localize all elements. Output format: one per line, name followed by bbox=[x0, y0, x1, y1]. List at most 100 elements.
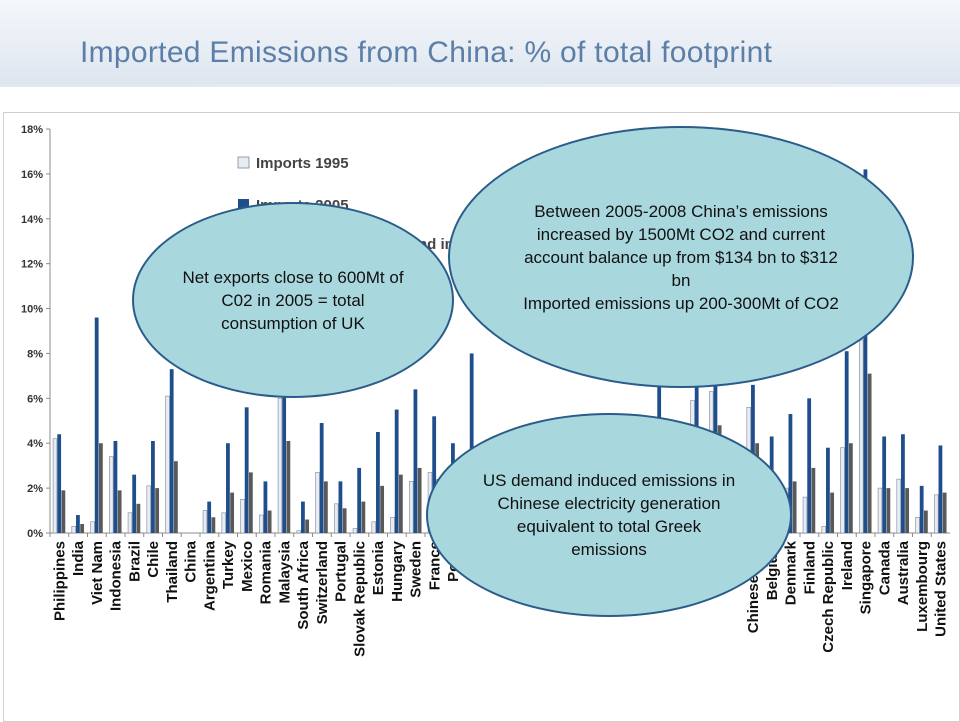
bar-imports-1995 bbox=[371, 521, 376, 534]
bar-imports-1995 bbox=[896, 478, 901, 534]
bar-imports-2005 bbox=[376, 432, 380, 533]
bar-series-3 bbox=[211, 517, 216, 533]
bar-series-3 bbox=[98, 443, 103, 533]
bar-imports-2005 bbox=[919, 485, 924, 533]
bar-imports-1995 bbox=[315, 472, 320, 534]
bar-imports-1995 bbox=[409, 481, 414, 534]
category-label: Finland bbox=[801, 541, 818, 594]
y-tick-label: 14% bbox=[21, 214, 43, 226]
category-label: Viet Nam bbox=[89, 541, 106, 605]
bar-series-3 bbox=[905, 488, 910, 533]
bar-imports-2005 bbox=[882, 436, 887, 533]
y-tick-label: 16% bbox=[21, 169, 43, 181]
bar-series-3 bbox=[136, 503, 141, 533]
bar-imports-2005 bbox=[207, 501, 212, 533]
bar-series-3 bbox=[811, 467, 816, 533]
bar-imports-1995 bbox=[146, 485, 151, 534]
category-label: Romania bbox=[258, 540, 275, 604]
bar-series-3 bbox=[80, 524, 85, 533]
bar-imports-2005 bbox=[113, 440, 118, 533]
y-tick-label: 12% bbox=[21, 259, 43, 271]
y-tick-label: 10% bbox=[21, 304, 43, 316]
bar-imports-1995 bbox=[877, 487, 883, 534]
category-label: Luxembourg bbox=[914, 541, 931, 632]
bar-series-3 bbox=[342, 508, 347, 533]
category-label: United States bbox=[933, 541, 950, 637]
bar-imports-2005 bbox=[901, 434, 905, 533]
bar-imports-2005 bbox=[432, 416, 437, 533]
category-label: South Africa bbox=[295, 540, 312, 629]
bar-series-3 bbox=[117, 490, 122, 533]
category-label: Hungary bbox=[389, 540, 406, 602]
callout-net-exports-text: Net exports close to 600Mt of C02 in 200… bbox=[182, 267, 404, 333]
bar-imports-2005 bbox=[151, 440, 155, 533]
legend-label-imports-1995: Imports 1995 bbox=[256, 155, 349, 172]
bar-series-3 bbox=[155, 488, 160, 533]
bar-imports-1995 bbox=[821, 525, 826, 534]
bar-imports-1995 bbox=[52, 438, 58, 534]
bar-series-3 bbox=[61, 490, 66, 533]
category-label: Thailand bbox=[164, 541, 181, 603]
category-label: Brazil bbox=[126, 541, 143, 582]
bar-imports-1995 bbox=[840, 447, 845, 534]
category-label: Philippines bbox=[51, 541, 68, 621]
bar-imports-1995 bbox=[202, 510, 208, 534]
category-label: Turkey bbox=[220, 540, 237, 589]
bar-imports-2005 bbox=[76, 515, 80, 533]
category-label: Malaysia bbox=[276, 540, 293, 603]
bar-imports-1995 bbox=[915, 516, 920, 534]
legend-swatch-imports-1995 bbox=[237, 156, 250, 169]
bar-imports-1995 bbox=[296, 530, 301, 534]
category-label: Australia bbox=[895, 540, 912, 605]
bar-imports-1995 bbox=[127, 512, 133, 534]
bar-series-3 bbox=[398, 474, 403, 533]
bar-imports-2005 bbox=[226, 443, 230, 533]
bar-imports-2005 bbox=[338, 481, 343, 533]
bar-imports-1995 bbox=[859, 339, 864, 534]
bar-imports-2005 bbox=[282, 389, 287, 533]
bar-imports-1995 bbox=[277, 398, 283, 534]
category-label: Chile bbox=[145, 541, 162, 578]
bar-imports-1995 bbox=[90, 521, 95, 534]
bar-imports-1995 bbox=[240, 499, 245, 534]
bar-series-3 bbox=[848, 443, 853, 533]
category-label: Canada bbox=[876, 540, 893, 595]
category-label: Ireland bbox=[839, 541, 856, 590]
bar-imports-2005 bbox=[357, 467, 362, 533]
header-divider bbox=[0, 84, 960, 87]
bar-imports-1995 bbox=[259, 514, 264, 534]
bar-imports-1995 bbox=[934, 494, 939, 534]
bar-imports-1995 bbox=[221, 512, 226, 534]
category-label: India bbox=[70, 540, 87, 576]
slide-header bbox=[0, 0, 960, 84]
bar-imports-2005 bbox=[132, 474, 137, 533]
category-label: Switzerland bbox=[314, 541, 331, 624]
bar-series-3 bbox=[830, 492, 835, 533]
category-label: Sweden bbox=[408, 541, 425, 598]
category-label: Czech Republic bbox=[820, 541, 837, 653]
bar-imports-2005 bbox=[57, 434, 62, 533]
bar-series-3 bbox=[248, 472, 253, 533]
bar-imports-2005 bbox=[844, 351, 849, 533]
category-label: Estonia bbox=[370, 540, 387, 595]
legend-swatch-imports-2005 bbox=[238, 199, 249, 210]
slide-title: Imported Emissions from China: % of tota… bbox=[80, 36, 773, 69]
y-tick-label: 18% bbox=[21, 124, 43, 136]
callout-us-demand-text: US demand induced emissions in Chinese e… bbox=[482, 471, 736, 559]
bar-imports-2005 bbox=[169, 369, 174, 533]
bar-series-3 bbox=[867, 373, 872, 533]
bar-series-3 bbox=[923, 510, 928, 533]
bar-imports-1995 bbox=[165, 395, 170, 534]
callout-us-demand: US demand induced emissions in Chinese e… bbox=[426, 413, 792, 617]
bar-series-3 bbox=[417, 467, 422, 533]
y-tick-label: 0% bbox=[27, 528, 43, 540]
category-label: Portugal bbox=[333, 541, 350, 602]
bar-series-3 bbox=[323, 481, 328, 533]
category-label: Argentina bbox=[201, 540, 218, 611]
bar-series-3 bbox=[942, 492, 947, 533]
bar-series-3 bbox=[267, 510, 272, 533]
bar-series-3 bbox=[792, 481, 797, 533]
callout-china-growth: Between 2005-2008 China’s emissions incr… bbox=[448, 126, 914, 388]
bar-imports-2005 bbox=[301, 501, 305, 533]
bar-imports-2005 bbox=[263, 481, 268, 533]
